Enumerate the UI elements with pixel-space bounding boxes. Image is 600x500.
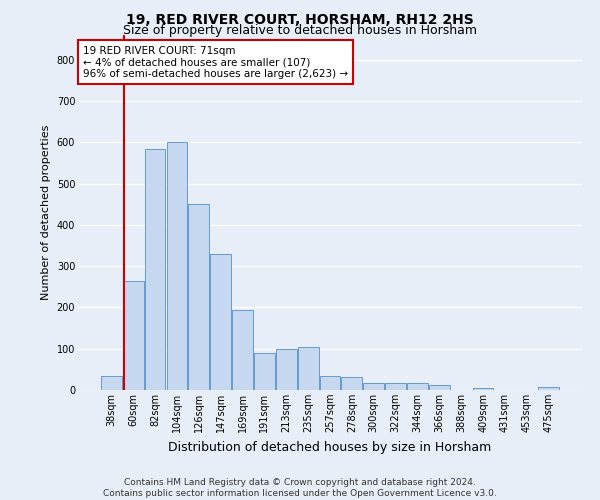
Bar	[188, 204, 209, 390]
Bar	[538, 387, 559, 390]
Bar	[145, 148, 166, 390]
X-axis label: Distribution of detached houses by size in Horsham: Distribution of detached houses by size …	[169, 440, 491, 454]
Bar	[123, 280, 143, 390]
Bar	[473, 388, 493, 390]
Bar	[167, 142, 187, 390]
Bar	[101, 376, 122, 390]
Bar	[385, 384, 406, 390]
Bar	[364, 383, 384, 390]
Text: 19 RED RIVER COURT: 71sqm
← 4% of detached houses are smaller (107)
96% of semi-: 19 RED RIVER COURT: 71sqm ← 4% of detach…	[83, 46, 348, 79]
Bar	[429, 386, 450, 390]
Bar	[210, 254, 231, 390]
Bar	[254, 353, 275, 390]
Bar	[232, 310, 253, 390]
Bar	[320, 376, 340, 390]
Bar	[407, 384, 428, 390]
Text: 19, RED RIVER COURT, HORSHAM, RH12 2HS: 19, RED RIVER COURT, HORSHAM, RH12 2HS	[126, 12, 474, 26]
Bar	[276, 348, 296, 390]
Bar	[341, 377, 362, 390]
Bar	[298, 346, 319, 390]
Text: Size of property relative to detached houses in Horsham: Size of property relative to detached ho…	[123, 24, 477, 37]
Text: Contains HM Land Registry data © Crown copyright and database right 2024.
Contai: Contains HM Land Registry data © Crown c…	[103, 478, 497, 498]
Y-axis label: Number of detached properties: Number of detached properties	[41, 125, 51, 300]
